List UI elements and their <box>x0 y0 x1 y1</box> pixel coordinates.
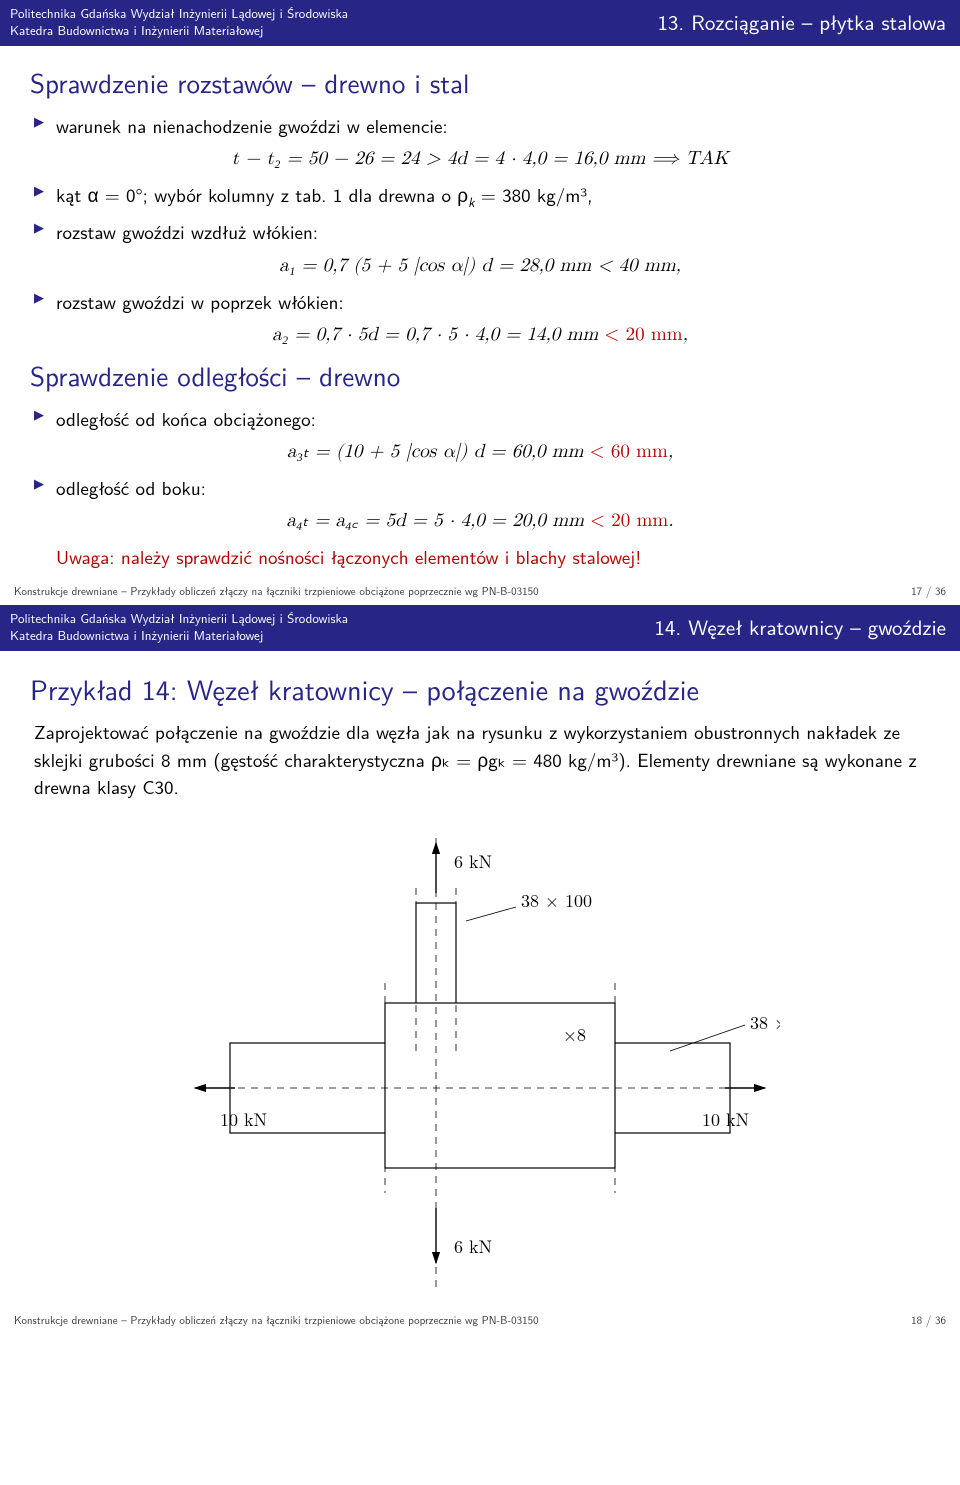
bullet-3: rozstaw gwoździ wzdłuż włókien: <box>56 218 930 245</box>
header-affiliation: Politechnika Gdańska Wydział Inżynierii … <box>0 605 483 651</box>
bullet-list-4: odległość od końca obciążonego: <box>30 405 930 432</box>
warning-note: Uwaga: należy sprawdzić nośności łączony… <box>56 543 930 570</box>
equation-1: t − t₂ = 50 − 26 = 24 > 4d = 4 · 4,0 = 1… <box>30 146 930 173</box>
header-section-title: 14. Węzeł kratownicy – gwoździe <box>483 605 960 651</box>
bullet-2: kąt α = 0°; wybór kolumny z tab. 1 dla d… <box>56 181 930 212</box>
truss-svg: 6 kN 38 × 100 6 kN 10 kN 10 kN 38 × 100 ×8 <box>180 823 780 1293</box>
affil-line-2: Katedra Budownictwa i Inżynierii Materia… <box>10 23 473 40</box>
problem-statement: Zaprojektować połączenie na gwoździe dla… <box>34 718 926 801</box>
header-section-title: 13. Rozciąganie – płytka stalowa <box>483 0 960 46</box>
slide-footer: Konstrukcje drewniane – Przykłady oblicz… <box>0 1309 960 1334</box>
bullet-list-5: odległość od boku: <box>30 474 930 501</box>
bullet-list-1: warunek na nienachodzenie gwoździ w elem… <box>30 112 930 139</box>
bullet-6: odległość od boku: <box>56 474 930 501</box>
affil-line-2: Katedra Budownictwa i Inżynierii Materia… <box>10 628 473 645</box>
svg-text:6 kN: 6 kN <box>454 1234 492 1259</box>
footer-text: Konstrukcje drewniane – Przykłady oblicz… <box>14 1313 539 1328</box>
slide-header: Politechnika Gdańska Wydział Inżynierii … <box>0 0 960 46</box>
bullet-5: odległość od końca obciążonego: <box>56 405 930 432</box>
svg-text:×8: ×8 <box>563 1022 586 1047</box>
svg-text:10 kN: 10 kN <box>702 1107 749 1132</box>
truss-node-diagram: 6 kN 38 × 100 6 kN 10 kN 10 kN 38 × 100 ×8 <box>30 823 930 1293</box>
footer-text: Konstrukcje drewniane – Przykłady oblicz… <box>14 584 539 599</box>
svg-text:10 kN: 10 kN <box>220 1107 267 1132</box>
example-title: Przykład 14: Węzeł kratownicy – połączen… <box>30 669 930 708</box>
slide-header: Politechnika Gdańska Wydział Inżynierii … <box>0 605 960 651</box>
slide-footer: Konstrukcje drewniane – Przykłady oblicz… <box>0 580 960 605</box>
bullet-list-3: rozstaw gwoździ w poprzek włókien: <box>30 288 930 315</box>
bullet-1: warunek na nienachodzenie gwoździ w elem… <box>56 112 930 139</box>
section-title-1: Sprawdzenie rozstawów – drewno i stal <box>30 64 930 102</box>
slide-13: Politechnika Gdańska Wydział Inżynierii … <box>0 0 960 605</box>
header-affiliation: Politechnika Gdańska Wydział Inżynierii … <box>0 0 483 46</box>
slide-content: Sprawdzenie rozstawów – drewno i stal wa… <box>0 46 960 580</box>
svg-text:6 kN: 6 kN <box>454 849 492 874</box>
bullet-4: rozstaw gwoździ w poprzek włókien: <box>56 288 930 315</box>
svg-text:38 × 100: 38 × 100 <box>750 1010 780 1035</box>
footer-page: 17 / 36 <box>911 584 946 599</box>
section-title-2: Sprawdzenie odległości – drewno <box>30 357 930 395</box>
equation-3: a₂ = 0,7 · 5d = 0,7 · 5 · 4,0 = 14,0 mm … <box>30 322 930 349</box>
svg-text:38 × 100: 38 × 100 <box>521 888 592 913</box>
footer-page: 18 / 36 <box>911 1313 946 1328</box>
equation-4: a₃ₜ = (10 + 5 |cos α|) d = 60,0 mm < 60 … <box>30 439 930 466</box>
slide-14: Politechnika Gdańska Wydział Inżynierii … <box>0 605 960 1334</box>
slide-content: Przykład 14: Węzeł kratownicy – połączen… <box>0 651 960 1309</box>
equation-2: a₁ = 0,7 (5 + 5 |cos α|) d = 28,0 mm < 4… <box>30 253 930 280</box>
equation-5: a₄ₜ = a₄꜀ = 5d = 5 · 4,0 = 20,0 mm < 20 … <box>30 508 930 535</box>
bullet-list-2: kąt α = 0°; wybór kolumny z tab. 1 dla d… <box>30 181 930 245</box>
